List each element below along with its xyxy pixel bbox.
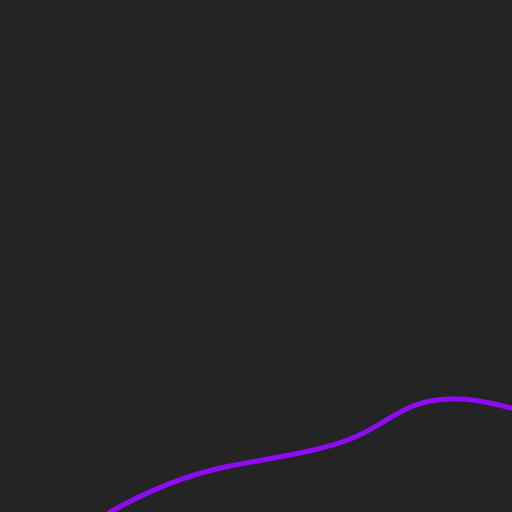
- purple-curve-line: [107, 396, 512, 512]
